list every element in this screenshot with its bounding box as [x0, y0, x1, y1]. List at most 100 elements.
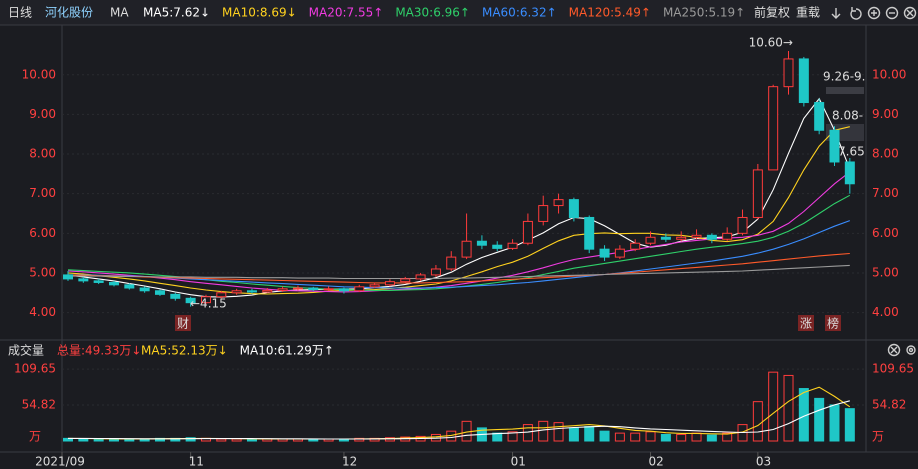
candle-body: [338, 288, 349, 292]
candle-body: [139, 287, 150, 292]
badge-label: 榜: [827, 316, 839, 331]
undo-icon[interactable]: [850, 7, 862, 20]
volume-bar: [660, 433, 671, 442]
legend-entry: MA60:6.32↑: [482, 6, 557, 20]
y-tick-label: 10.00: [872, 67, 906, 81]
candle-body: [660, 236, 671, 240]
candle-body: [507, 242, 518, 249]
candle-body: [369, 284, 380, 288]
volume-bar: [216, 438, 227, 442]
x-tick-label: 03: [756, 455, 771, 469]
candle-body: [246, 290, 257, 293]
candle-body: [768, 86, 779, 171]
volume-bar: [584, 426, 595, 442]
annotation: 7.65: [838, 145, 865, 159]
legend-entry: MA10:61.29万↑: [240, 344, 334, 358]
zoom-out-icon[interactable]: [885, 6, 899, 20]
candle-body: [323, 288, 334, 291]
volume-title: 成交量: [8, 343, 44, 358]
volume-bar: [93, 438, 104, 442]
candle-body: [216, 292, 227, 298]
y-tick-label: 9.00: [29, 107, 56, 121]
download-icon[interactable]: [831, 8, 841, 19]
header-bar: [0, 0, 918, 25]
y-tick-label: 8.00: [872, 147, 899, 161]
close-icon[interactable]: [887, 343, 901, 357]
candle-body: [630, 242, 641, 250]
volume-bar: [706, 434, 717, 442]
candle-body: [461, 240, 472, 258]
candle-body: [430, 268, 441, 276]
candle-body: [400, 278, 411, 283]
period[interactable]: 日线: [8, 6, 32, 20]
x-tick-label: 01: [511, 455, 526, 469]
stock-name[interactable]: 河化股份: [45, 6, 93, 20]
candle-body: [722, 232, 733, 240]
ma-line: [67, 171, 851, 293]
candle-body: [108, 281, 119, 286]
legend-entry: MA10:8.69↓: [222, 6, 297, 20]
volume-bar: [752, 401, 763, 442]
adjust[interactable]: 前复权: [754, 5, 790, 20]
badge-label: 涨: [800, 316, 812, 331]
close-icon[interactable]: [903, 6, 917, 20]
zoom-in-icon[interactable]: [867, 6, 881, 20]
candle-body: [844, 161, 855, 185]
volume-bar: [691, 432, 702, 442]
indicator[interactable]: MA: [110, 6, 129, 20]
y-tick-label: 5.00: [29, 265, 56, 279]
legend-entry: MA5:7.62↓: [143, 6, 210, 20]
candle-body: [354, 286, 365, 292]
volume-bar: [614, 432, 625, 442]
volume-bar: [507, 431, 518, 442]
volume-bar: [599, 430, 610, 442]
volume-bar: [538, 420, 549, 442]
candle-body: [415, 274, 426, 280]
volume-bar: [814, 397, 825, 442]
candle-body: [829, 129, 840, 163]
candle-body: [262, 289, 273, 293]
annotation: ←4.15: [190, 297, 227, 311]
volume-bar: [630, 432, 641, 442]
candle-body: [93, 280, 104, 283]
candle-body: [645, 236, 656, 244]
badge: [798, 315, 814, 331]
y-tick-label: 9.00: [872, 107, 899, 121]
y-tick-label: 54.82: [22, 398, 56, 412]
toolbar-icons: [831, 6, 917, 357]
y-tick-label: 109.65: [14, 362, 56, 376]
unit-label: 万: [872, 430, 884, 444]
x-tick-label: 2021/09: [35, 455, 85, 469]
annotation: 9.26-9.: [823, 70, 866, 84]
y-tick-label: 4.00: [29, 305, 56, 319]
candle-body: [476, 240, 487, 246]
candle-body: [277, 288, 288, 291]
candle-body: [446, 256, 457, 270]
annotation: 10.60→: [749, 36, 793, 50]
candle-body: [200, 296, 211, 304]
reload[interactable]: 重载: [796, 6, 820, 20]
candle-body: [691, 234, 702, 238]
candle-body: [814, 102, 825, 131]
volume-total: 总量:49.33万↓: [57, 344, 141, 358]
volume-ma-line: [68, 400, 850, 440]
candle-body: [553, 199, 564, 207]
legend-entry: MA120:5.49↑: [569, 6, 651, 20]
volume-bar: [568, 427, 579, 442]
candle-body: [568, 199, 579, 218]
candle-body: [185, 297, 196, 304]
volume-bar: [829, 404, 840, 442]
legend-entry: MA250:5.19↑: [663, 6, 745, 20]
candle-body: [124, 284, 135, 289]
candle-body: [154, 290, 165, 295]
ma-line: [67, 126, 850, 295]
candle-body: [78, 278, 89, 282]
settings-icon[interactable]: [906, 345, 916, 355]
y-tick-label: 7.00: [872, 186, 899, 200]
ma-line: [67, 97, 851, 298]
ma-line: [68, 220, 850, 289]
candle-body: [584, 216, 595, 250]
volume-bar: [553, 422, 564, 442]
